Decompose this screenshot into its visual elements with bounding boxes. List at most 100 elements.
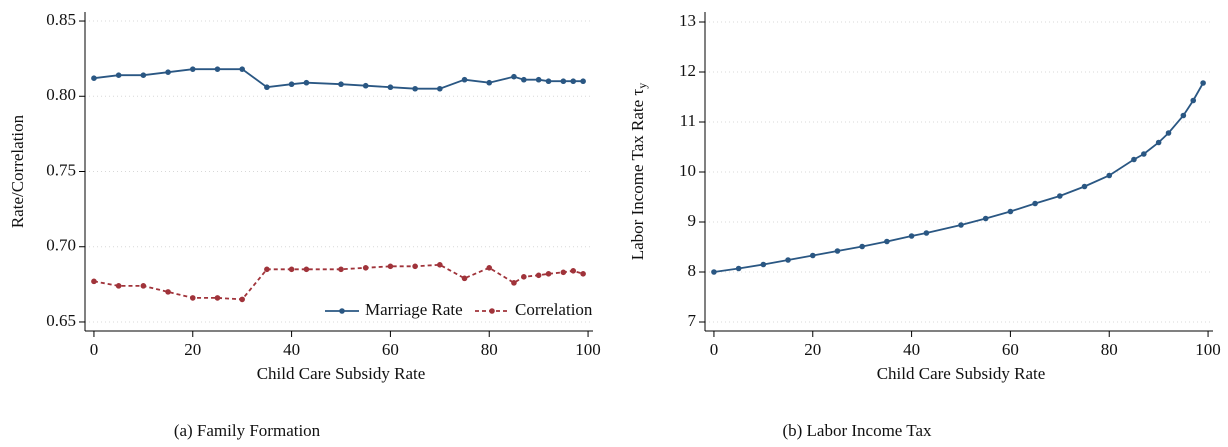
legend-label: Marriage Rate (365, 300, 463, 319)
point (486, 79, 493, 86)
y-tick-label: 0.80 (46, 85, 76, 104)
point (288, 81, 295, 88)
y-tick-label: 0.75 (46, 160, 76, 179)
point (1200, 80, 1206, 86)
x-tick-label: 40 (903, 340, 920, 359)
x-axis-label: Child Care Subsidy Rate (877, 364, 1046, 383)
point (437, 261, 443, 268)
point (1131, 156, 1137, 163)
point (580, 271, 586, 277)
point (239, 66, 245, 72)
point (511, 73, 517, 80)
x-tick-label: 40 (283, 340, 300, 359)
point (908, 233, 915, 239)
point (521, 76, 527, 83)
y-tick-label: 10 (679, 161, 696, 180)
point (580, 78, 586, 85)
point (1180, 112, 1187, 119)
caption: (a) Family Formation (174, 421, 321, 440)
point (1032, 200, 1038, 207)
y-tick-label: 0.65 (46, 311, 76, 330)
y-tick-label: 8 (688, 261, 697, 280)
point (387, 84, 394, 91)
x-tick-label: 60 (1002, 340, 1019, 359)
x-tick-label: 20 (804, 340, 821, 359)
point (91, 75, 97, 82)
x-tick-label: 100 (575, 340, 601, 359)
point (570, 78, 577, 85)
point (288, 266, 295, 273)
x-tick-label: 0 (710, 340, 719, 359)
legend-label: Correlation (515, 300, 593, 319)
point (387, 263, 394, 270)
point (1141, 151, 1147, 157)
point (140, 72, 147, 78)
point (1155, 139, 1162, 146)
point (1165, 130, 1172, 136)
point (189, 295, 196, 301)
point (412, 263, 418, 270)
point (239, 296, 245, 303)
point (303, 266, 310, 273)
point (521, 274, 527, 280)
point (1057, 193, 1063, 199)
point (809, 252, 816, 259)
x-tick-label: 0 (90, 340, 99, 359)
point (165, 69, 171, 75)
point (115, 72, 122, 78)
point (711, 269, 717, 275)
y-axis-label-main: Rate/Correlation (8, 114, 27, 228)
point (923, 230, 930, 236)
point (486, 265, 493, 271)
y-tick-label: 12 (679, 61, 696, 80)
y-tick-label: 13 (679, 11, 696, 30)
point (189, 66, 196, 72)
point (560, 269, 567, 276)
point (958, 222, 964, 228)
point (264, 266, 270, 273)
point (735, 265, 742, 272)
point (362, 265, 369, 271)
x-axis-label: Child Care Subsidy Rate (257, 364, 426, 383)
y-axis-label-main: Labor Income Tax Rate τ (628, 89, 647, 261)
point (834, 248, 841, 254)
point (785, 257, 791, 263)
x-tick-label: 60 (382, 340, 399, 359)
point (982, 215, 989, 222)
x-tick-label: 80 (481, 340, 498, 359)
point (461, 275, 468, 282)
point (91, 278, 97, 285)
y-tick-label: 11 (680, 111, 696, 130)
point (1106, 172, 1113, 179)
x-tick-label: 20 (184, 340, 201, 359)
point (535, 76, 542, 83)
legend-marker (339, 308, 345, 314)
point (570, 268, 577, 274)
point (760, 261, 767, 268)
point (1007, 208, 1014, 215)
point (115, 283, 122, 289)
point (140, 283, 147, 289)
point (165, 289, 171, 295)
legend-marker (489, 308, 495, 314)
point (214, 295, 221, 301)
x-tick-label: 80 (1101, 340, 1118, 359)
point (437, 85, 443, 92)
point (1190, 97, 1197, 104)
point (362, 82, 369, 89)
point (264, 84, 270, 91)
series-line (713, 82, 1204, 273)
point (884, 238, 890, 245)
y-axis-label: Rate/Correlation (8, 114, 27, 228)
point (560, 78, 567, 85)
point (338, 81, 344, 88)
y-tick-label: 9 (688, 211, 697, 230)
point (1081, 183, 1088, 190)
y-tick-label: 0.85 (46, 10, 76, 29)
y-tick-label: 0.70 (46, 236, 76, 255)
point (338, 266, 344, 273)
point (412, 85, 418, 92)
point (545, 78, 552, 85)
point (303, 79, 310, 86)
